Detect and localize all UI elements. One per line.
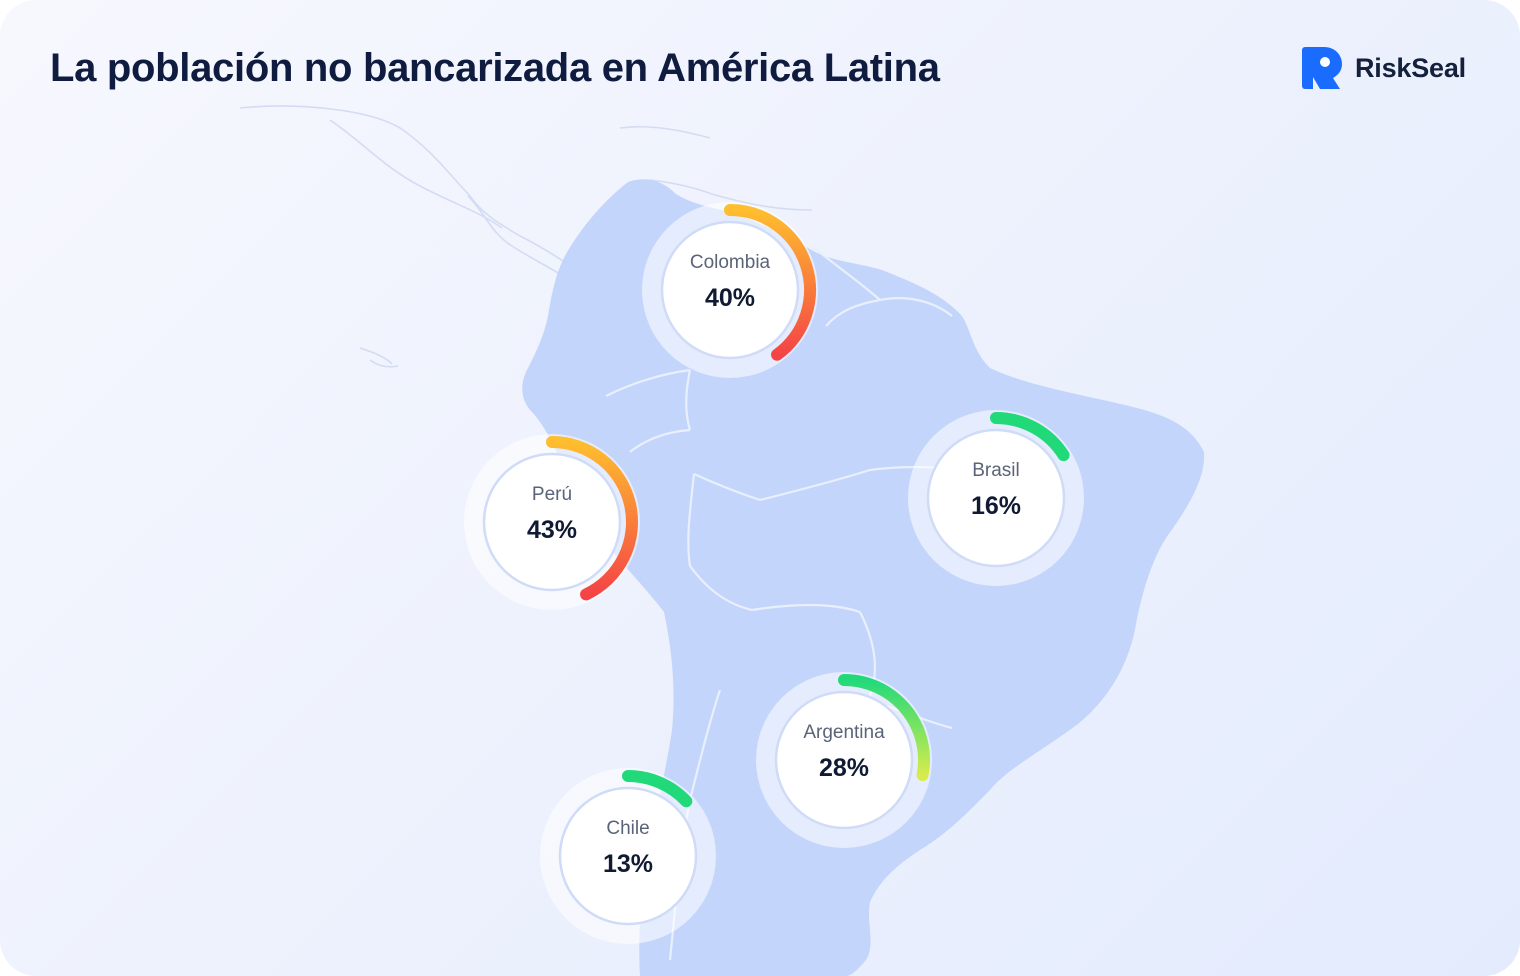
page-title: La población no bancarizada en América L… — [50, 46, 940, 90]
gauge-inner-circle — [482, 452, 622, 592]
percentage-value: 40% — [704, 284, 756, 312]
gauge-argentina: Argentina 28% — [754, 670, 934, 850]
gauge-arc — [990, 412, 1070, 462]
gauge-inner-circle — [558, 786, 698, 926]
country-label: Chile — [606, 818, 650, 839]
country-label: Colombia — [689, 252, 771, 273]
brand-name: RiskSeal — [1355, 52, 1466, 83]
country-label: Perú — [531, 484, 573, 505]
percentage-value: 28% — [818, 754, 870, 782]
percentage-value: 43% — [526, 516, 578, 544]
gauge-inner-circle — [660, 220, 800, 360]
continent-shape — [522, 179, 1205, 976]
riskseal-logo-icon — [1302, 47, 1342, 89]
gauge-ring — [464, 434, 640, 610]
gauge-ring — [908, 410, 1084, 586]
gauge-arc — [838, 674, 930, 781]
country-label: Argentina — [803, 722, 885, 743]
gauge-brasil: Brasil 16% — [906, 408, 1086, 588]
percentage-value: 13% — [602, 850, 654, 878]
gauge-arc — [622, 770, 693, 808]
gauge-colombia: Colombia 40% — [640, 200, 820, 380]
brand-logo: RiskSeal — [1302, 47, 1466, 89]
gauge-ring — [642, 202, 818, 378]
gauge-arc — [724, 204, 816, 361]
gauge-arc — [546, 436, 638, 601]
gauge-ring — [756, 672, 932, 848]
country-label: Brasil — [972, 460, 1020, 481]
gauge-peru: Perú 43% — [462, 432, 642, 612]
gauge-ring — [540, 768, 716, 944]
gauge-inner-circle — [774, 690, 914, 830]
percentage-value: 16% — [970, 492, 1022, 520]
gauge-chile: Chile 13% — [538, 766, 718, 946]
north-america-outline — [239, 105, 813, 368]
gauge-inner-circle — [926, 428, 1066, 568]
